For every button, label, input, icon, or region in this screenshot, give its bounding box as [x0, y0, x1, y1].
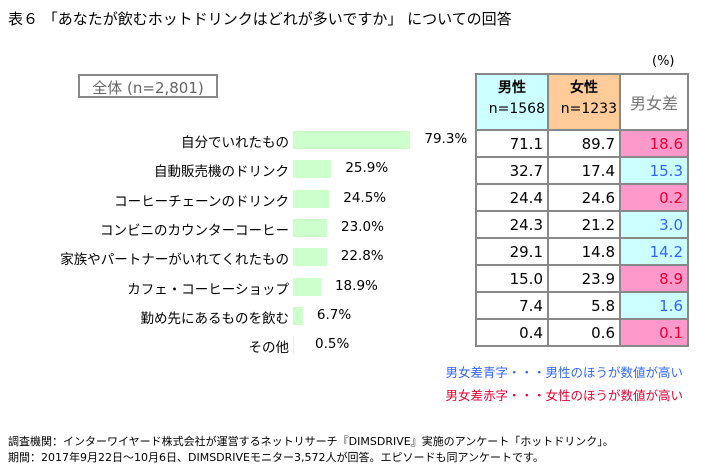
male-value: 24.3 — [475, 210, 549, 239]
table-row: 15.0 23.9 8.9 — [475, 264, 689, 293]
diff-value: 15.3 — [619, 156, 689, 185]
category-label: 自分でいれたもの — [181, 135, 289, 151]
male-value: 15.0 — [475, 264, 549, 293]
diff-value: 18.6 — [619, 129, 689, 158]
page-title: 表６ 「あなたが飲むホットドリンクはどれが多いですか」 についての回答 — [8, 10, 512, 28]
value-label: 0.5% — [315, 336, 350, 353]
diff-value: 8.9 — [619, 264, 689, 293]
overall-label: 全体 (n=2,801) — [78, 74, 218, 98]
category-label: カフェ・コーヒーショップ — [127, 281, 289, 298]
female-header: 女性 n=1233 — [547, 73, 621, 131]
table-row: 71.1 89.7 18.6 — [475, 129, 689, 158]
male-label: 男性 — [498, 80, 526, 96]
female-label: 女性 — [570, 80, 598, 96]
footer-line2: 期間：2017年9月22日～10月6日、DIMSDRIVEモニター3,572人が… — [8, 451, 544, 464]
diff-value: 14.2 — [619, 237, 689, 266]
male-header: 男性 n=1568 — [475, 73, 549, 131]
category-label: その他 — [248, 340, 290, 357]
note-blue: 男女差青字・・・男性のほうが数値が高い — [445, 365, 683, 380]
female-value: 21.2 — [547, 210, 621, 239]
male-value: 71.1 — [475, 129, 549, 158]
diff-value: 3.0 — [619, 210, 689, 239]
value-label: 79.3% — [424, 131, 468, 147]
female-value: 17.4 — [547, 156, 621, 185]
bar — [293, 277, 321, 296]
bar — [293, 189, 330, 208]
male-value: 32.7 — [475, 156, 549, 185]
value-label: 24.5% — [343, 189, 387, 206]
category-label: コンビニのカウンターコーヒー — [100, 222, 289, 239]
unit-label: (%) — [652, 54, 675, 69]
bar — [293, 248, 327, 267]
bar — [293, 131, 411, 149]
female-value: 24.6 — [547, 183, 621, 212]
value-label: 6.7% — [316, 306, 352, 323]
bar — [293, 306, 303, 325]
value-label: 18.9% — [334, 277, 378, 294]
bar — [293, 336, 294, 355]
male-value: 7.4 — [475, 291, 549, 320]
value-label: 23.0% — [341, 218, 384, 235]
female-value: 89.7 — [547, 129, 621, 158]
table-row: 29.1 14.8 14.2 — [475, 237, 689, 266]
table-row: 0.4 0.6 0.1 — [475, 318, 689, 347]
footer-line1: 調査機関：インターワイヤード株式会社が運営するネットリサーチ『DIMSDRIVE… — [8, 435, 614, 448]
male-value: 0.4 — [475, 318, 549, 347]
category-label: 勤め先にあるものを飲む — [140, 310, 290, 327]
value-label: 25.9% — [345, 160, 389, 177]
female-value: 23.9 — [547, 264, 621, 293]
bar — [293, 160, 332, 179]
diff-value: 0.1 — [619, 318, 689, 347]
note-red: 男女差赤字・・・女性のほうが数値が高い — [445, 388, 683, 403]
female-value: 5.8 — [547, 291, 621, 320]
table-row: 24.3 21.2 3.0 — [475, 210, 689, 239]
gender-table: 男性 n=1568 女性 n=1233 男女差 71.1 89.7 18.6 32.7 17… — [475, 73, 689, 347]
male-value: 24.4 — [475, 183, 549, 212]
table-row: 32.7 17.4 15.3 — [475, 156, 689, 185]
value-label: 22.8% — [340, 248, 384, 265]
diff-value: 1.6 — [619, 291, 689, 320]
female-value: 14.8 — [547, 237, 621, 266]
category-label: 家族やパートナーがいれてくれたもの — [60, 252, 289, 269]
table-row: 7.4 5.8 1.6 — [475, 291, 689, 320]
category-label: コーヒーチェーンのドリンク — [114, 193, 289, 210]
diff-header: 男女差 — [619, 73, 689, 131]
female-value: 0.6 — [547, 318, 621, 347]
male-value: 29.1 — [475, 237, 549, 266]
category-label: 自動販売機のドリンク — [154, 164, 289, 181]
diff-value: 0.2 — [619, 183, 689, 212]
male-n: n=1568 — [488, 101, 545, 117]
table-row: 24.4 24.6 0.2 — [475, 183, 689, 212]
bar — [293, 218, 328, 237]
female-n: n=1233 — [560, 101, 617, 117]
